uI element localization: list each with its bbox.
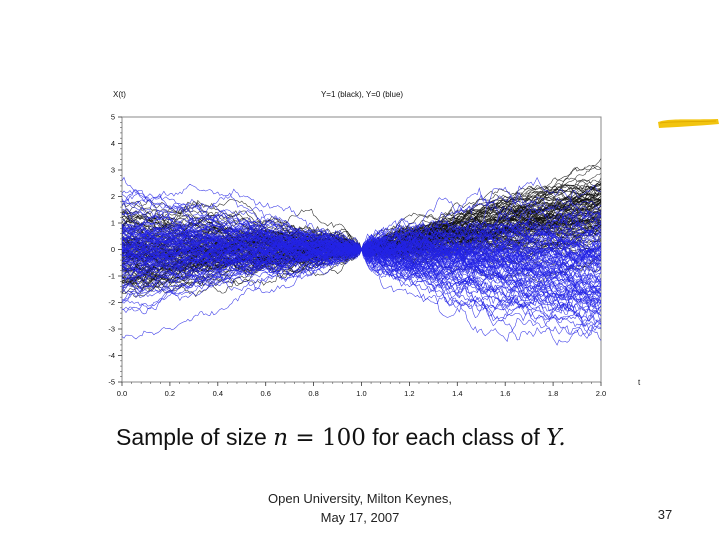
caption-math-n: n [273, 425, 289, 451]
footer-institution: Open University, Milton Keynes, [268, 491, 452, 506]
x-tick-label-1: 0.2 [165, 389, 175, 398]
x-tick-label-0: 0.0 [117, 389, 127, 398]
chart-title: Y=1 (black), Y=0 (blue) [321, 90, 403, 99]
x-tick-label-6: 1.2 [404, 389, 414, 398]
caption-suffix: . [558, 425, 566, 451]
y-tick-label-5: 0 [111, 245, 115, 254]
y-axis-label: X(t) [113, 90, 126, 99]
y-tick-label-7: -2 [108, 298, 115, 307]
footer: Open University, Milton Keynes, May 17, … [230, 489, 490, 527]
footer-date: May 17, 2007 [320, 510, 400, 525]
slide-number: 37 [657, 507, 673, 522]
caption-middle: for each class of [365, 424, 547, 450]
caption-prefix: Sample of size [116, 424, 274, 450]
caption-equals: = [288, 425, 322, 451]
y-tick-label-0: 5 [111, 113, 115, 122]
caption-number: 100 [321, 425, 366, 451]
brownian-bridge-chart: 0.0 0.2 0.4 0.6 0.8 1.0 1.2 1.4 1.6 1.8 2.0 5 4 3 2 1 0 -… [108, 90, 641, 399]
y-tick-label-2: 3 [111, 166, 115, 175]
y-tick-label-8: -3 [108, 325, 115, 334]
y-tick-label-3: 2 [111, 192, 115, 201]
x-tick-label-4: 0.8 [308, 389, 318, 398]
x-axis-label: t [638, 378, 641, 387]
highlighter-stroke-decoration [658, 119, 719, 128]
x-tick-label-2: 0.4 [213, 389, 223, 398]
x-tick-label-10: 2.0 [596, 389, 606, 398]
y-tick-label-9: -4 [108, 351, 115, 360]
slide-caption: Sample of size n = 100 for each class of… [116, 424, 676, 451]
x-tick-label-9: 1.8 [548, 389, 558, 398]
caption-math-y: Y [546, 425, 559, 451]
x-tick-label-8: 1.6 [500, 389, 510, 398]
y-tick-label-1: 4 [111, 139, 115, 148]
x-tick-label-5: 1.0 [356, 389, 366, 398]
y-tick-label-6: -1 [108, 272, 115, 281]
blue-class-path-99 [121, 203, 602, 276]
y-tick-label-10: -5 [108, 378, 115, 387]
y-tick-label-4: 1 [111, 219, 115, 228]
x-tick-label-3: 0.6 [260, 389, 270, 398]
x-tick-label-7: 1.4 [452, 389, 462, 398]
sample-paths [121, 158, 602, 346]
axes: 0.0 0.2 0.4 0.6 0.8 1.0 1.2 1.4 1.6 1.8 2.0 5 4 3 2 1 0 -… [108, 113, 606, 399]
